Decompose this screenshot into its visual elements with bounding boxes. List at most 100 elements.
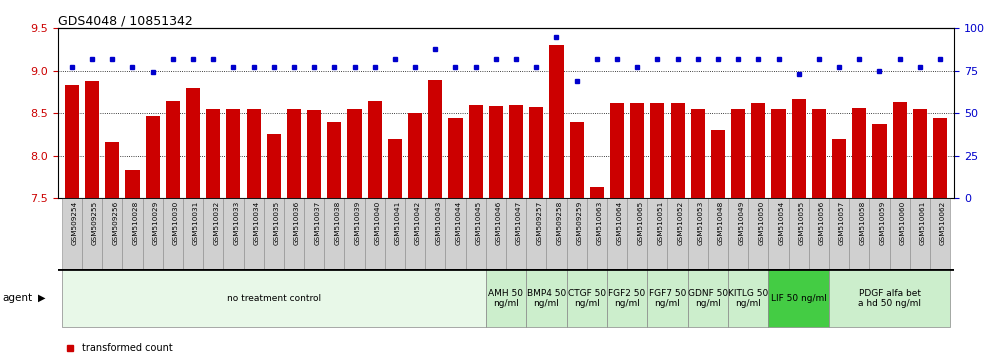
Bar	[690, 109, 705, 198]
Text: GSM510029: GSM510029	[152, 200, 158, 245]
Bar	[486, 198, 506, 269]
Bar	[103, 198, 123, 269]
Bar	[106, 142, 120, 198]
Bar	[304, 198, 325, 269]
Bar	[550, 45, 564, 198]
Bar	[307, 110, 322, 198]
Text: GSM510033: GSM510033	[233, 200, 239, 245]
Bar	[809, 198, 829, 269]
Bar	[829, 269, 950, 327]
Bar	[287, 109, 301, 198]
Bar	[425, 198, 445, 269]
Bar	[142, 198, 162, 269]
Text: GSM510037: GSM510037	[314, 200, 320, 245]
Bar	[769, 269, 829, 327]
Bar	[284, 198, 304, 269]
Bar	[792, 99, 806, 198]
Bar	[486, 269, 526, 327]
Bar	[264, 198, 284, 269]
Bar	[328, 122, 342, 198]
Bar	[627, 198, 647, 269]
Text: GSM510032: GSM510032	[213, 200, 219, 245]
Bar	[243, 198, 264, 269]
Bar	[465, 198, 486, 269]
Bar	[772, 109, 786, 198]
Bar	[687, 198, 708, 269]
Text: GSM510061: GSM510061	[920, 200, 926, 245]
Text: GSM510055: GSM510055	[799, 200, 805, 245]
Text: GSM509259: GSM509259	[577, 200, 583, 245]
Text: GSM509255: GSM509255	[92, 200, 98, 245]
Text: GSM509257: GSM509257	[536, 200, 542, 245]
Text: agent: agent	[2, 293, 32, 303]
Bar	[769, 198, 789, 269]
Bar	[368, 101, 381, 198]
Bar	[186, 88, 200, 198]
Bar	[405, 198, 425, 269]
Bar	[226, 109, 240, 198]
Text: GSM510063: GSM510063	[597, 200, 603, 245]
Bar	[162, 198, 183, 269]
Bar	[711, 130, 725, 198]
Bar	[145, 116, 159, 198]
Bar	[529, 107, 544, 198]
Bar	[125, 170, 139, 198]
Text: GSM510054: GSM510054	[779, 200, 785, 245]
Text: GSM510052: GSM510052	[677, 200, 683, 245]
Bar	[165, 101, 180, 198]
Bar	[547, 198, 567, 269]
Text: BMP4 50
ng/ml: BMP4 50 ng/ml	[527, 289, 566, 308]
Bar	[731, 109, 745, 198]
Bar	[687, 269, 728, 327]
Text: GSM510062: GSM510062	[940, 200, 946, 245]
Bar	[748, 198, 769, 269]
Bar	[912, 109, 927, 198]
Text: GSM510056: GSM510056	[819, 200, 825, 245]
Bar	[506, 198, 526, 269]
Bar	[933, 118, 947, 198]
Text: GSM510039: GSM510039	[355, 200, 361, 245]
Text: GSM510038: GSM510038	[335, 200, 341, 245]
Bar	[832, 139, 847, 198]
Text: GDNF 50
ng/ml: GDNF 50 ng/ml	[688, 289, 728, 308]
Bar	[387, 139, 402, 198]
Bar	[930, 198, 950, 269]
Text: GDS4048 / 10851342: GDS4048 / 10851342	[58, 14, 192, 27]
Bar	[223, 198, 243, 269]
Text: GSM510064: GSM510064	[617, 200, 623, 245]
Text: GSM510031: GSM510031	[193, 200, 199, 245]
Bar	[570, 122, 584, 198]
Bar	[348, 109, 362, 198]
Text: GSM510035: GSM510035	[274, 200, 280, 245]
Text: KITLG 50
ng/ml: KITLG 50 ng/ml	[728, 289, 768, 308]
Bar	[829, 198, 850, 269]
Bar	[365, 198, 384, 269]
Bar	[526, 198, 547, 269]
Text: FGF7 50
ng/ml: FGF7 50 ng/ml	[648, 289, 686, 308]
Text: GSM510043: GSM510043	[435, 200, 441, 245]
Bar	[728, 198, 748, 269]
Bar	[647, 198, 667, 269]
Bar	[448, 118, 462, 198]
Text: GSM510030: GSM510030	[173, 200, 179, 245]
Text: GSM510042: GSM510042	[415, 200, 421, 245]
Bar	[789, 198, 809, 269]
Text: GSM510028: GSM510028	[132, 200, 138, 245]
Bar	[853, 108, 867, 198]
Bar	[247, 109, 261, 198]
Bar	[728, 269, 769, 327]
Text: GSM510036: GSM510036	[294, 200, 300, 245]
Bar	[812, 109, 826, 198]
Text: GSM510049: GSM510049	[738, 200, 744, 245]
Bar	[468, 105, 483, 198]
Bar	[526, 269, 567, 327]
Text: GSM510053: GSM510053	[698, 200, 704, 245]
Bar	[587, 198, 607, 269]
Text: GSM510045: GSM510045	[476, 200, 482, 245]
Bar	[650, 103, 664, 198]
Bar	[267, 134, 281, 198]
Bar	[607, 198, 627, 269]
Text: PDGF alfa bet
a hd 50 ng/ml: PDGF alfa bet a hd 50 ng/ml	[859, 289, 921, 308]
Text: GSM510034: GSM510034	[254, 200, 260, 245]
Text: ▶: ▶	[38, 293, 46, 303]
